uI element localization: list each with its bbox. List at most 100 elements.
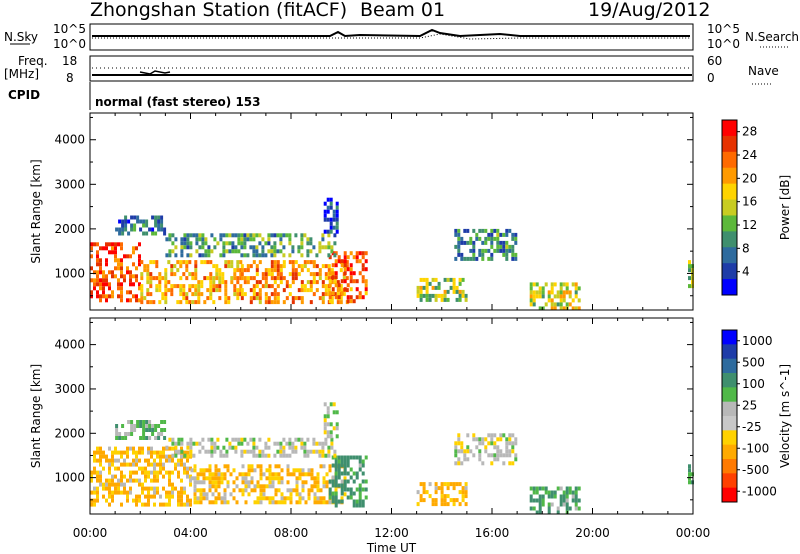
velocity-data-cell [315, 441, 319, 446]
power-data-cell [132, 294, 135, 299]
power-data-cell [249, 264, 253, 269]
power-data-cell [105, 242, 108, 247]
velocity-data-cell [130, 428, 134, 432]
velocity-data-cell [168, 478, 171, 483]
power-data-cell [318, 241, 322, 246]
power-data-cell [288, 253, 292, 258]
power-data-cell [180, 241, 184, 246]
nsky-label: N.Sky [4, 30, 38, 44]
velocity-data-cell [157, 424, 161, 428]
power-data-cell [140, 276, 144, 281]
velocity-data-cell [547, 506, 551, 511]
power-data-cell [252, 237, 256, 242]
power-data-cell [565, 290, 569, 295]
velocity-data-cell [322, 480, 326, 485]
freq-panel [89, 55, 694, 82]
power-data-cell [114, 274, 117, 279]
power-data-cell [327, 241, 331, 246]
power-data-cell [114, 254, 117, 259]
velocity-data-cell [264, 441, 268, 446]
power-data-cell [124, 223, 128, 228]
power-data-cell [300, 296, 304, 301]
power-data-cell [123, 254, 126, 259]
velocity-data-cell [183, 462, 186, 467]
power-data-cell [182, 296, 186, 301]
power-data-cell [312, 276, 316, 281]
velocity-data-cell [511, 445, 515, 450]
power-data-cell [309, 280, 313, 285]
power-data-cell [126, 290, 129, 295]
power-data-cell [288, 284, 292, 289]
velocity-data-cell [487, 441, 491, 446]
velocity-data-cell [217, 468, 221, 473]
velocity-data-cell [90, 474, 93, 479]
power-data-cell [422, 277, 426, 282]
power-data-cell [300, 237, 304, 242]
velocity-data-cell [114, 490, 117, 495]
velocity-data-cell [343, 455, 347, 460]
velocity-data-cell [286, 488, 290, 493]
power-data-cell [225, 233, 229, 238]
beam-title: Beam 01 [360, 0, 446, 21]
velocity-data-cell [141, 446, 144, 451]
velocity-data-cell [556, 510, 560, 515]
velocity-data-cell [538, 498, 542, 503]
velocity-data-cell [240, 449, 244, 454]
velocity-data-cell [265, 496, 269, 501]
power-data-cell [332, 213, 336, 218]
power-data-cell [577, 306, 581, 311]
power-data-cell [183, 237, 187, 242]
power-data-cell [276, 260, 280, 265]
velocity-data-cell [490, 441, 494, 446]
power-data-cell [221, 276, 225, 281]
velocity-data-cell [111, 474, 114, 479]
power-data-cell [164, 276, 168, 281]
power-data-cell [355, 259, 359, 264]
velocity-data-cell [358, 463, 362, 468]
velocity-data-cell [422, 490, 426, 495]
velocity-data-cell [183, 453, 187, 458]
power-data-cell [90, 266, 93, 271]
velocity-data-cell [358, 483, 362, 488]
power-data-cell [297, 264, 301, 269]
power-data-cell [186, 241, 190, 246]
power-data-cell [194, 268, 198, 273]
power-data-cell [267, 241, 271, 246]
power-data-cell [258, 260, 262, 265]
power-colorbar-tick-label: 4 [742, 265, 750, 279]
velocity-data-cell [688, 468, 691, 473]
velocity-data-cell [148, 420, 152, 424]
velocity-data-cell [335, 434, 339, 439]
power-data-cell [559, 306, 563, 311]
velocity-data-cell [334, 488, 338, 493]
velocity-data-cell [452, 486, 456, 491]
velocity-data-cell [484, 449, 488, 454]
velocity-data-cell [511, 461, 515, 466]
power-data-cell [349, 275, 353, 280]
power-data-cell [258, 280, 262, 285]
power-data-cell [502, 252, 506, 257]
velocity-data-cell [234, 449, 238, 454]
velocity-data-cell [180, 490, 183, 495]
velocity-data-cell [316, 496, 320, 501]
velocity-data-cell [90, 502, 93, 507]
power-data-cell [291, 245, 295, 250]
velocity-data-cell [247, 468, 251, 473]
velocity-data-cell [334, 471, 338, 476]
power-data-cell [140, 284, 144, 289]
velocity-data-cell [205, 496, 209, 501]
velocity-data-cell [222, 453, 226, 458]
power-data-cell [496, 240, 500, 245]
power-data-cell [321, 245, 325, 250]
power-data-cell [213, 245, 217, 250]
velocity-data-cell [334, 483, 338, 488]
velocity-data-cell [322, 464, 326, 469]
velocity-data-cell [96, 478, 99, 483]
velocity-data-cell [180, 446, 183, 451]
velocity-data-cell [163, 436, 167, 440]
velocity-data-cell [135, 494, 138, 499]
velocity-data-cell [202, 480, 206, 485]
velocity-data-cell [225, 449, 229, 454]
velocity-data-cell [508, 437, 512, 442]
power-data-cell [577, 298, 581, 303]
